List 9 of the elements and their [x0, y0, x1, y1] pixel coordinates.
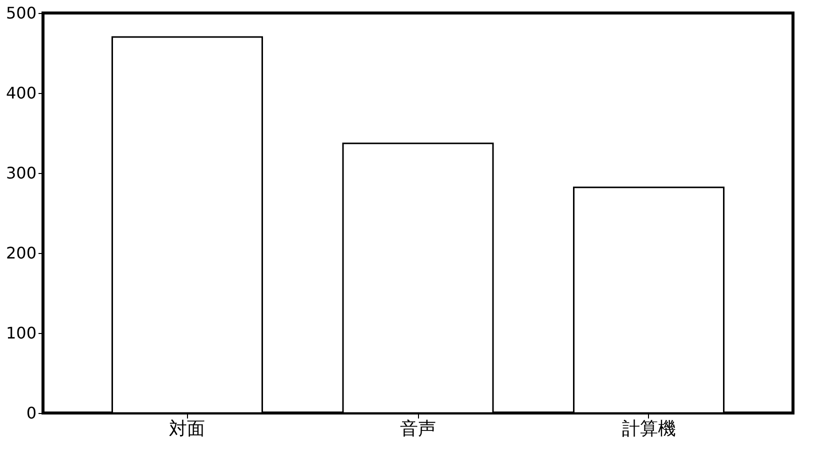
x-tick-label: 対面	[169, 418, 206, 440]
x-tick-label: 音声	[400, 418, 436, 440]
y-tick-label: 100	[6, 324, 36, 342]
y-tick-label: 300	[6, 164, 36, 182]
y-tick-label: 200	[6, 244, 36, 262]
y-tick-label: 500	[6, 4, 36, 22]
y-tick-label: 0	[26, 404, 36, 422]
y-tick-label: 400	[6, 84, 36, 102]
x-tick-label: 計算機	[622, 418, 676, 440]
